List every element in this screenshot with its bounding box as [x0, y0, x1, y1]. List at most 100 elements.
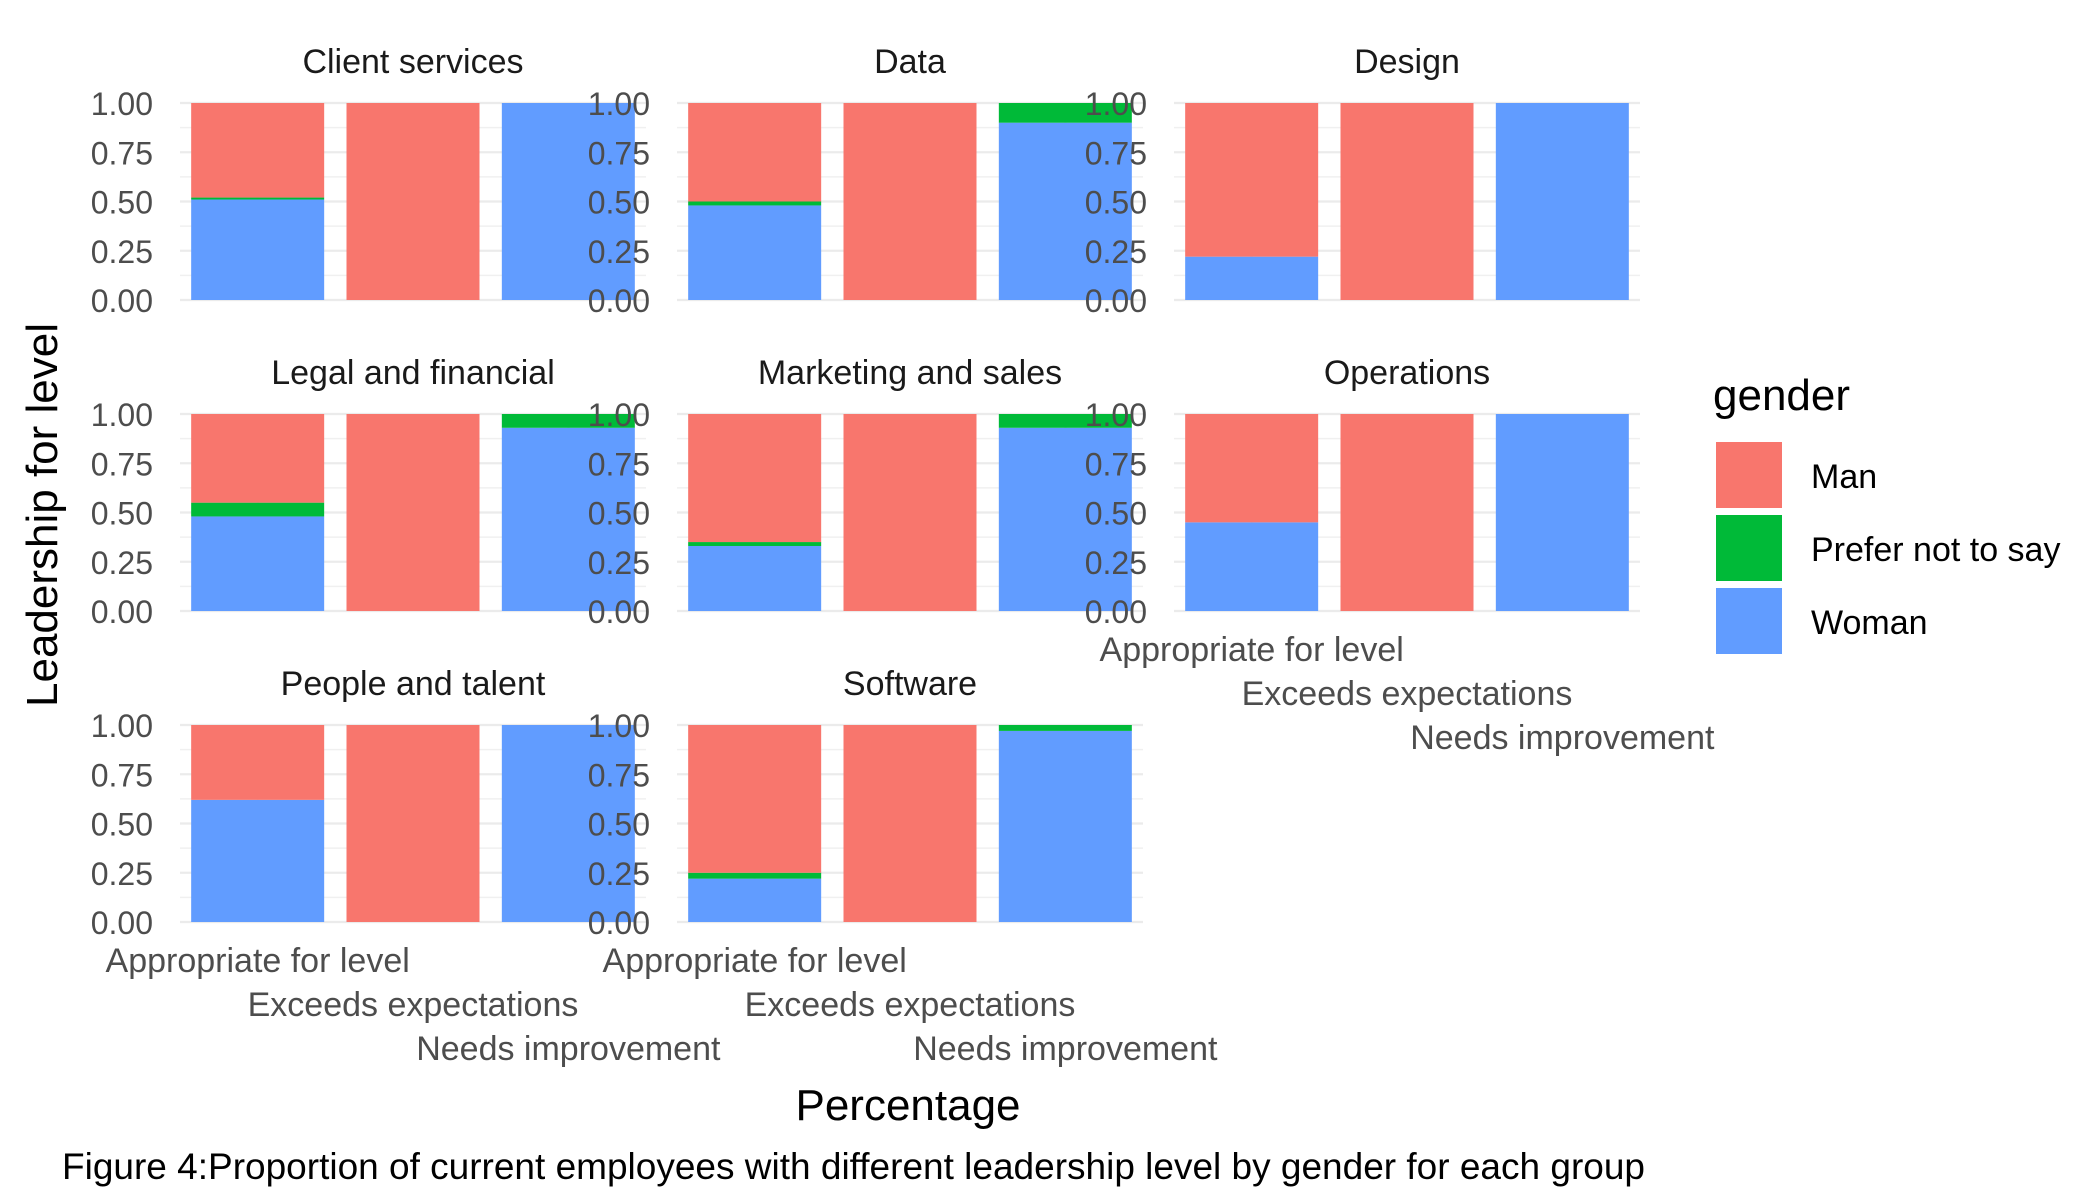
bar-client-services-needs-improvement-woman [501, 103, 635, 300]
y-tick-label: 0.75 [91, 135, 153, 171]
bar-data-appropriate-for-level-woman [688, 205, 822, 300]
y-tick-label: 0.50 [1085, 185, 1147, 221]
bar-client-services-appropriate-for-level-man [191, 103, 325, 198]
bar-people-and-talent-exceeds-expectations-man [346, 725, 480, 922]
y-tick-label: 0.75 [91, 757, 153, 793]
bar-data-needs-improvement-prefer-not-to-say [998, 103, 1132, 123]
y-tick-label: 1.00 [588, 397, 650, 433]
bar-software-appropriate-for-level-man [688, 725, 822, 873]
y-tick-label: 0.50 [588, 185, 650, 221]
bar-marketing-and-sales-exceeds-expectations-man [843, 414, 977, 611]
bar-design-exceeds-expectations-man [1340, 103, 1474, 300]
x-tick-label: Appropriate for level [106, 942, 410, 980]
y-tick-label: 0.00 [588, 905, 650, 941]
facet-title-data: Data [874, 43, 946, 81]
bar-software-appropriate-for-level-woman [688, 878, 822, 922]
x-tick-label: Appropriate for level [603, 942, 907, 980]
bar-operations-appropriate-for-level-woman [1185, 522, 1319, 611]
y-tick-label: 0.00 [91, 905, 153, 941]
bar-legal-and-financial-appropriate-for-level-prefer-not-to-say [191, 502, 325, 517]
x-tick-label: Exceeds expectations [745, 986, 1076, 1024]
facet-title-marketing-and-sales: Marketing and sales [758, 354, 1062, 392]
bar-operations-needs-improvement-woman [1495, 414, 1629, 611]
legend-key-woman [1716, 588, 1782, 654]
y-tick-label: 0.50 [588, 807, 650, 843]
y-tick-label: 0.50 [588, 496, 650, 532]
y-tick-label: 0.75 [91, 446, 153, 482]
y-tick-label: 0.00 [91, 594, 153, 630]
y-tick-label: 0.50 [91, 185, 153, 221]
y-tick-label: 0.75 [588, 757, 650, 793]
bar-software-appropriate-for-level-prefer-not-to-say [688, 872, 822, 879]
y-tick-label: 0.00 [1085, 594, 1147, 630]
x-tick-label: Exceeds expectations [1242, 675, 1573, 713]
bar-software-needs-improvement-woman [998, 730, 1132, 922]
y-tick-label: 0.25 [588, 545, 650, 581]
x-axis-title: Percentage [795, 1081, 1020, 1130]
bar-software-exceeds-expectations-man [843, 725, 977, 922]
facet-title-design: Design [1354, 43, 1460, 81]
y-tick-label: 0.75 [588, 446, 650, 482]
bar-marketing-and-sales-appropriate-for-level-man [688, 414, 822, 543]
x-tick-label: Exceeds expectations [248, 986, 579, 1024]
y-tick-label: 0.50 [1085, 496, 1147, 532]
bar-data-exceeds-expectations-man [843, 103, 977, 300]
bar-design-appropriate-for-level-man [1185, 103, 1319, 257]
y-tick-label: 0.25 [588, 856, 650, 892]
x-tick-label: Needs improvement [913, 1030, 1218, 1068]
x-tick-label: Needs improvement [1410, 719, 1715, 757]
bar-legal-and-financial-needs-improvement-woman [501, 427, 635, 611]
bar-data-needs-improvement-woman [998, 122, 1132, 300]
bar-people-and-talent-needs-improvement-woman [501, 725, 635, 922]
facet-title-operations: Operations [1324, 354, 1490, 392]
bar-design-appropriate-for-level-woman [1185, 256, 1319, 300]
legend-key-prefer-not-to-say [1716, 515, 1782, 581]
facet-title-people-and-talent: People and talent [281, 665, 546, 703]
x-tick-label: Needs improvement [416, 1030, 721, 1068]
y-tick-label: 1.00 [1085, 86, 1147, 122]
bar-data-appropriate-for-level-prefer-not-to-say [688, 201, 822, 206]
bar-marketing-and-sales-needs-improvement-prefer-not-to-say [998, 414, 1132, 428]
y-tick-label: 1.00 [588, 86, 650, 122]
legend-label-prefer-not-to-say: Prefer not to say [1811, 531, 2060, 569]
facet-title-client-services: Client services [302, 43, 523, 81]
legend-label-man: Man [1811, 458, 1877, 496]
bar-people-and-talent-appropriate-for-level-woman [191, 799, 325, 922]
bar-people-and-talent-appropriate-for-level-man [191, 725, 325, 800]
y-axis-title: Leadership for level [18, 323, 67, 707]
x-tick-label: Appropriate for level [1100, 631, 1404, 669]
legend-key-man [1716, 442, 1782, 508]
y-tick-label: 0.75 [1085, 135, 1147, 171]
y-tick-label: 0.00 [1085, 283, 1147, 319]
bar-legal-and-financial-appropriate-for-level-woman [191, 516, 325, 611]
y-tick-label: 1.00 [588, 708, 650, 744]
facet-title-software: Software [843, 665, 977, 703]
y-tick-label: 0.50 [91, 496, 153, 532]
y-tick-label: 0.25 [91, 545, 153, 581]
bar-legal-and-financial-appropriate-for-level-man [191, 414, 325, 503]
figure-caption: Figure 4:Proportion of current employees… [62, 1146, 1645, 1187]
y-tick-label: 1.00 [1085, 397, 1147, 433]
bar-operations-exceeds-expectations-man [1340, 414, 1474, 611]
bar-client-services-exceeds-expectations-man [346, 103, 480, 300]
y-tick-label: 0.25 [1085, 234, 1147, 270]
y-tick-label: 1.00 [91, 397, 153, 433]
legend-title: gender [1713, 371, 1850, 420]
bar-client-services-appropriate-for-level-prefer-not-to-say [191, 197, 325, 200]
bar-marketing-and-sales-needs-improvement-woman [998, 427, 1132, 611]
y-tick-label: 0.00 [588, 594, 650, 630]
y-tick-label: 0.25 [1085, 545, 1147, 581]
y-tick-label: 0.75 [588, 135, 650, 171]
bar-legal-and-financial-needs-improvement-prefer-not-to-say [501, 414, 635, 428]
y-tick-label: 0.00 [91, 283, 153, 319]
bar-legal-and-financial-exceeds-expectations-man [346, 414, 480, 611]
y-tick-label: 0.25 [91, 234, 153, 270]
y-tick-label: 1.00 [91, 86, 153, 122]
bar-marketing-and-sales-appropriate-for-level-prefer-not-to-say [688, 542, 822, 546]
bar-marketing-and-sales-appropriate-for-level-woman [688, 545, 822, 611]
bar-data-appropriate-for-level-man [688, 103, 822, 202]
legend-label-woman: Woman [1811, 604, 1928, 642]
bar-client-services-appropriate-for-level-woman [191, 199, 325, 300]
